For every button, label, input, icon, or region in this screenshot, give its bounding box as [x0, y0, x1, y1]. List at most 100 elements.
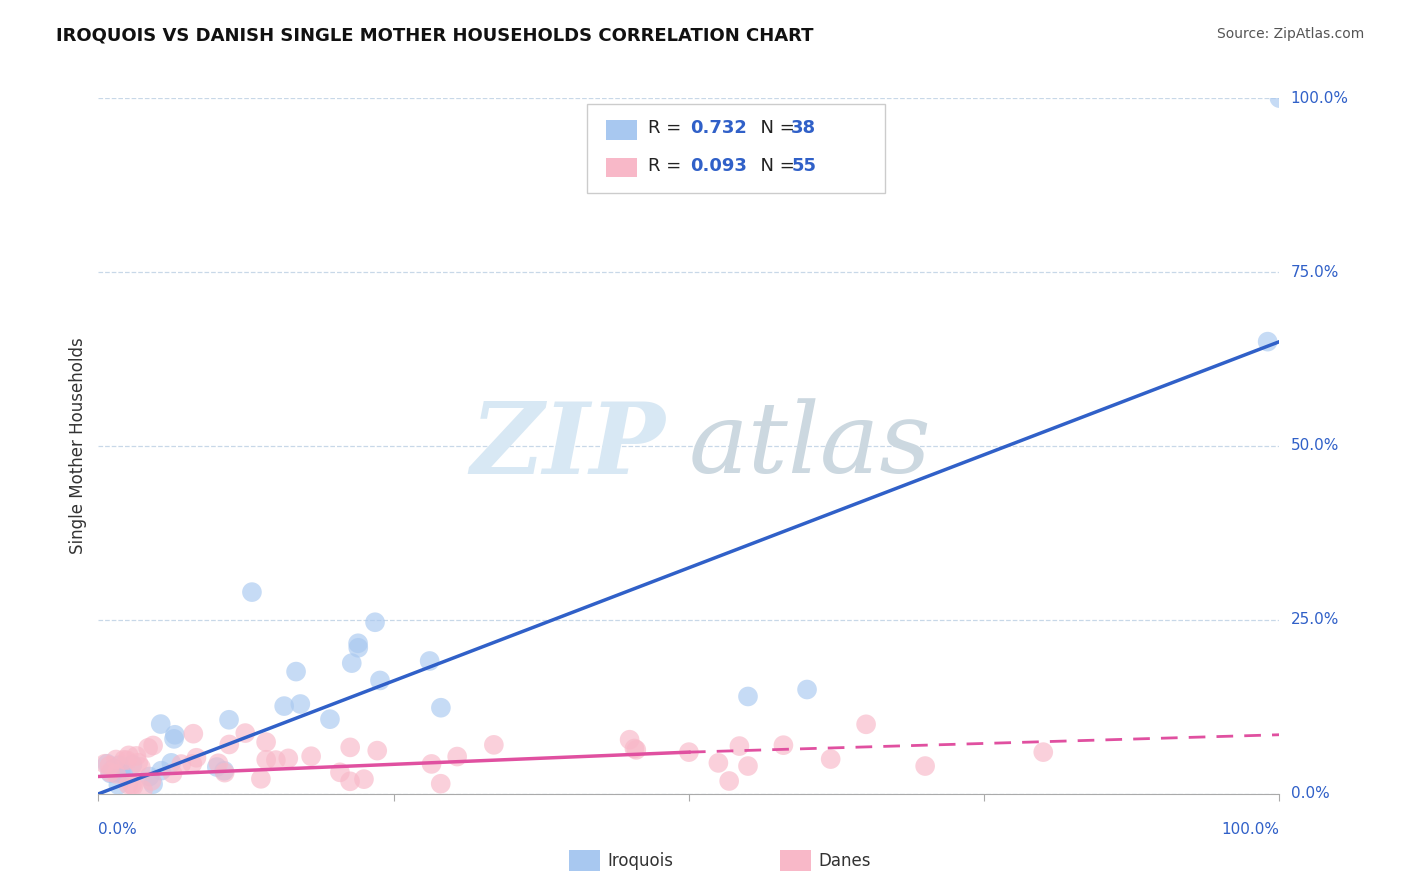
Text: 0.093: 0.093 — [690, 157, 747, 175]
Point — [142, 777, 165, 791]
Point — [150, 764, 173, 778]
Point — [233, 726, 256, 740]
Point — [218, 713, 240, 727]
Point — [240, 585, 263, 599]
Text: 50.0%: 50.0% — [1291, 439, 1339, 453]
Point — [368, 673, 391, 688]
Point — [118, 748, 141, 763]
Point — [329, 765, 352, 780]
Point — [183, 727, 205, 741]
Point — [796, 682, 818, 697]
Point — [678, 745, 700, 759]
Point — [103, 761, 125, 775]
Point — [446, 749, 468, 764]
Point — [121, 778, 143, 792]
Point — [115, 753, 138, 767]
Point — [254, 753, 277, 767]
Point — [299, 749, 322, 764]
Point — [728, 739, 751, 753]
Point — [366, 743, 388, 757]
Point — [98, 758, 121, 772]
Point — [364, 615, 387, 630]
Point — [820, 752, 842, 766]
Point — [162, 766, 184, 780]
Text: N =: N = — [749, 120, 800, 137]
Point — [121, 757, 143, 772]
Text: 25.0%: 25.0% — [1291, 613, 1339, 627]
Point — [339, 740, 361, 755]
Text: 100.0%: 100.0% — [1291, 91, 1348, 105]
Text: R =: R = — [648, 120, 688, 137]
Point — [619, 732, 641, 747]
Point — [273, 699, 295, 714]
Point — [132, 783, 155, 797]
Point — [105, 752, 128, 766]
Text: Source: ZipAtlas.com: Source: ZipAtlas.com — [1216, 27, 1364, 41]
Point — [290, 697, 312, 711]
Text: Danes: Danes — [818, 852, 870, 870]
Point — [160, 756, 183, 770]
Point — [141, 773, 163, 788]
Point — [772, 738, 794, 752]
Point — [142, 739, 165, 753]
Point — [98, 766, 121, 780]
Text: R =: R = — [648, 157, 688, 175]
Point — [1268, 91, 1291, 105]
Point — [105, 767, 128, 781]
Point — [218, 738, 240, 752]
Point — [138, 770, 160, 784]
Text: IROQUOIS VS DANISH SINGLE MOTHER HOUSEHOLDS CORRELATION CHART: IROQUOIS VS DANISH SINGLE MOTHER HOUSEHO… — [56, 27, 814, 45]
Point — [737, 759, 759, 773]
Point — [319, 712, 342, 726]
Point — [129, 760, 152, 774]
Point — [127, 756, 149, 770]
Text: 0.0%: 0.0% — [98, 822, 138, 837]
Point — [108, 758, 131, 772]
Point — [277, 751, 299, 765]
Text: N =: N = — [749, 157, 800, 175]
Point — [737, 690, 759, 704]
Point — [339, 774, 361, 789]
Point — [855, 717, 877, 731]
Point — [347, 636, 370, 650]
Text: atlas: atlas — [689, 399, 932, 493]
Point — [264, 753, 287, 767]
Point — [353, 772, 375, 786]
Point — [207, 756, 229, 771]
Text: 0.732: 0.732 — [690, 120, 747, 137]
Point — [122, 779, 145, 793]
Point — [112, 767, 135, 781]
Point — [626, 743, 648, 757]
Point — [250, 772, 273, 786]
Point — [718, 774, 741, 789]
Point — [110, 765, 132, 780]
Text: 38: 38 — [792, 120, 817, 137]
Point — [181, 756, 204, 771]
Point — [112, 753, 135, 767]
Point — [347, 640, 370, 655]
Point — [707, 756, 730, 770]
Point — [254, 735, 277, 749]
Point — [163, 728, 186, 742]
Point — [136, 740, 159, 755]
Y-axis label: Single Mother Households: Single Mother Households — [69, 338, 87, 554]
Point — [430, 700, 453, 714]
Text: Iroquois: Iroquois — [607, 852, 673, 870]
Point — [107, 765, 129, 780]
Point — [149, 717, 172, 731]
Text: 100.0%: 100.0% — [1222, 822, 1279, 837]
Point — [285, 665, 308, 679]
Point — [170, 757, 193, 772]
Point — [340, 656, 363, 670]
Point — [1032, 745, 1054, 759]
Point — [482, 738, 505, 752]
Point — [110, 765, 132, 780]
Point — [419, 654, 441, 668]
Text: 0.0%: 0.0% — [1291, 787, 1329, 801]
Text: 55: 55 — [792, 157, 817, 175]
Point — [107, 778, 129, 792]
Point — [1257, 334, 1279, 349]
Point — [117, 778, 139, 792]
Point — [914, 759, 936, 773]
Point — [94, 756, 117, 771]
